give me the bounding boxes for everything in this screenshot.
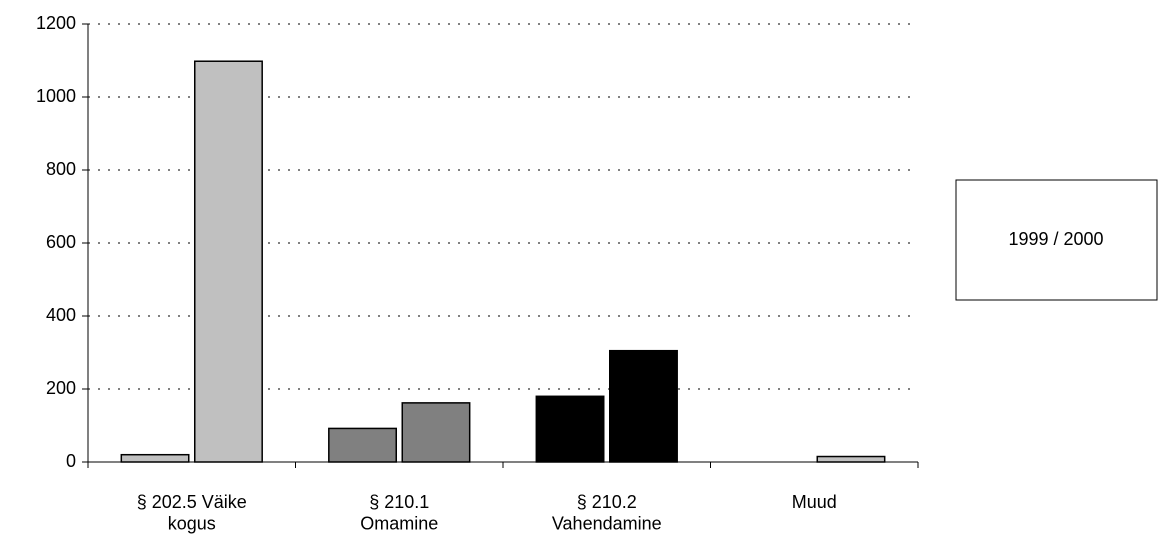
y-tick-label: 800: [46, 159, 76, 179]
bar: [816, 455, 886, 463]
bar: [194, 60, 263, 463]
x-tick-label: Muud: [792, 492, 837, 512]
bar: [609, 349, 678, 463]
y-tick-label: 400: [46, 305, 76, 325]
x-tick-label: § 210.1 Omamine: [360, 492, 438, 534]
y-tick-label: 600: [46, 232, 76, 252]
y-tick-label: 1200: [36, 13, 76, 33]
x-tick-label: § 202.5 Väike kogus: [137, 492, 247, 534]
x-tick-label: § 210.2 Vahendamine: [552, 492, 662, 534]
bar: [328, 427, 397, 463]
y-tick-label: 1000: [36, 86, 76, 106]
legend-label: 1999 / 2000: [1008, 229, 1103, 249]
y-tick-label: 0: [66, 451, 76, 471]
bar: [120, 453, 190, 463]
y-tick-label: 200: [46, 378, 76, 398]
bar: [535, 395, 605, 463]
bar: [401, 402, 471, 463]
legend-box: [955, 179, 1158, 301]
